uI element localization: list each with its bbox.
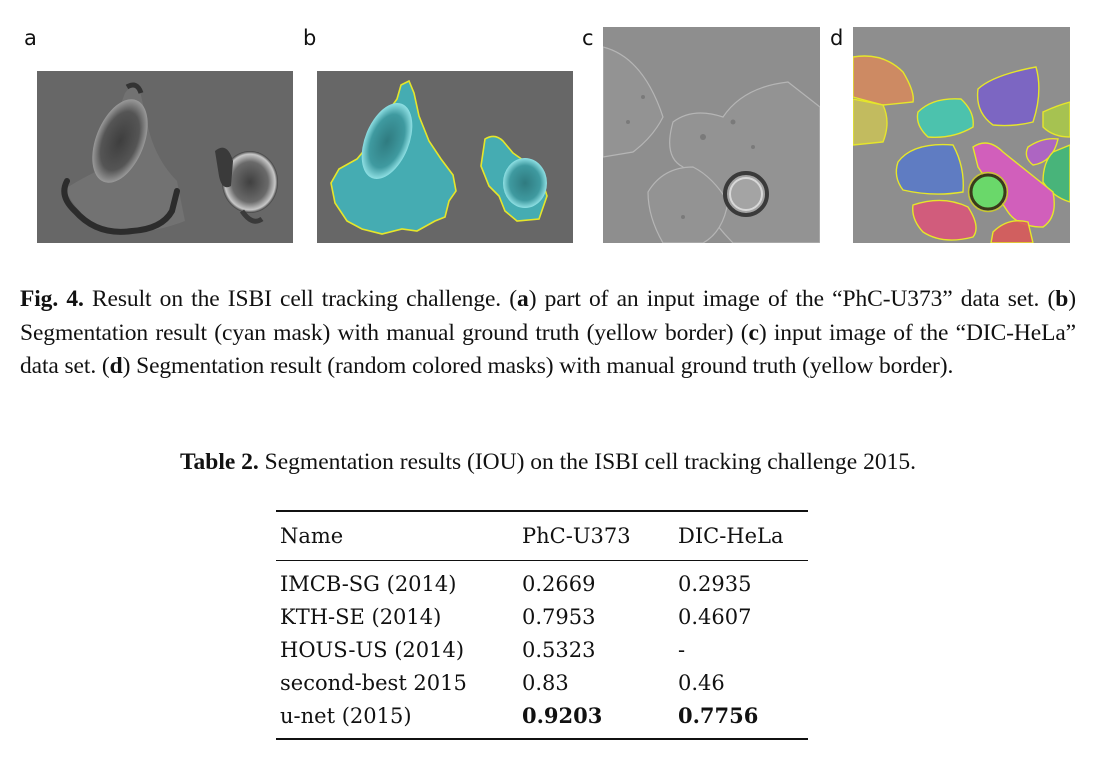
table-row-best: u-net (2015) 0.9203 0.7756 bbox=[276, 699, 808, 740]
caption-ref-a: a bbox=[517, 286, 529, 312]
panel-c-dic-input-image bbox=[603, 27, 820, 243]
panel-a-phc-input-image bbox=[37, 71, 293, 243]
panel-label-c: c bbox=[582, 26, 594, 50]
caption-text: ) Segmentation result (cyan mask) with m… bbox=[20, 286, 1076, 346]
table-row: IMCB-SG (2014) 0.2669 0.2935 bbox=[276, 561, 808, 601]
cell-dic: 0.2935 bbox=[678, 571, 752, 596]
cell-name: KTH-SE (2014) bbox=[280, 604, 442, 629]
cell-phc: 0.2669 bbox=[522, 571, 596, 596]
table-row: KTH-SE (2014) 0.7953 0.4607 bbox=[276, 600, 808, 633]
cell-name: HOUS-US (2014) bbox=[280, 637, 465, 662]
cell-dic: - bbox=[678, 637, 686, 662]
caption-text: ) Segmentation result (random colored ma… bbox=[122, 353, 954, 379]
cell-name: IMCB-SG (2014) bbox=[280, 571, 457, 596]
panel-label-a: a bbox=[24, 26, 37, 50]
panel-b-phc-segmentation-image bbox=[317, 71, 573, 243]
caption-ref-c: c bbox=[748, 319, 759, 346]
table-row: HOUS-US (2014) 0.5323 - bbox=[276, 633, 808, 666]
cell-phc: 0.7953 bbox=[522, 604, 596, 629]
results-table: Name PhC-U373 DIC-HeLa IMCB-SG (2014) 0.… bbox=[276, 510, 808, 740]
panel-d-dic-segmentation-image bbox=[853, 27, 1070, 243]
figure-caption: Fig. 4. Result on the ISBI cell tracking… bbox=[20, 283, 1076, 384]
cell-phc-best: 0.9203 bbox=[522, 699, 678, 740]
panel-label-b: b bbox=[303, 26, 317, 50]
panel-label-d: d bbox=[830, 26, 844, 50]
cell-dic: 0.46 bbox=[678, 670, 725, 695]
header-phc-u373: PhC-U373 bbox=[522, 510, 678, 561]
table-header-row: Name PhC-U373 DIC-HeLa bbox=[276, 510, 808, 561]
caption-ref-d: d bbox=[109, 353, 123, 379]
caption-text: ) part of an input image of the “PhC-U37… bbox=[528, 286, 1056, 312]
table-row: second-best 2015 0.83 0.46 bbox=[276, 666, 808, 699]
caption-ref-b: b bbox=[1055, 286, 1069, 312]
cell-name: second-best 2015 bbox=[280, 670, 467, 695]
cell-phc: 0.83 bbox=[522, 670, 569, 695]
table-caption-label: Table 2. bbox=[180, 449, 259, 475]
cell-name: u-net (2015) bbox=[276, 699, 522, 740]
cell-phc: 0.5323 bbox=[522, 637, 596, 662]
header-name: Name bbox=[276, 510, 522, 561]
header-dic-hela: DIC-HeLa bbox=[678, 510, 808, 561]
cell-dic-best: 0.7756 bbox=[678, 699, 808, 740]
caption-text: Result on the ISBI cell tracking challen… bbox=[83, 286, 518, 312]
caption-text: ) input image of the “DIC-HeLa” data set… bbox=[20, 319, 1076, 380]
cell-dic: 0.4607 bbox=[678, 604, 752, 629]
table-caption-text: Segmentation results (IOU) on the ISBI c… bbox=[258, 449, 916, 475]
table-caption: Table 2. Segmentation results (IOU) on t… bbox=[0, 446, 1096, 478]
figure-caption-label: Fig. 4. bbox=[20, 286, 84, 312]
